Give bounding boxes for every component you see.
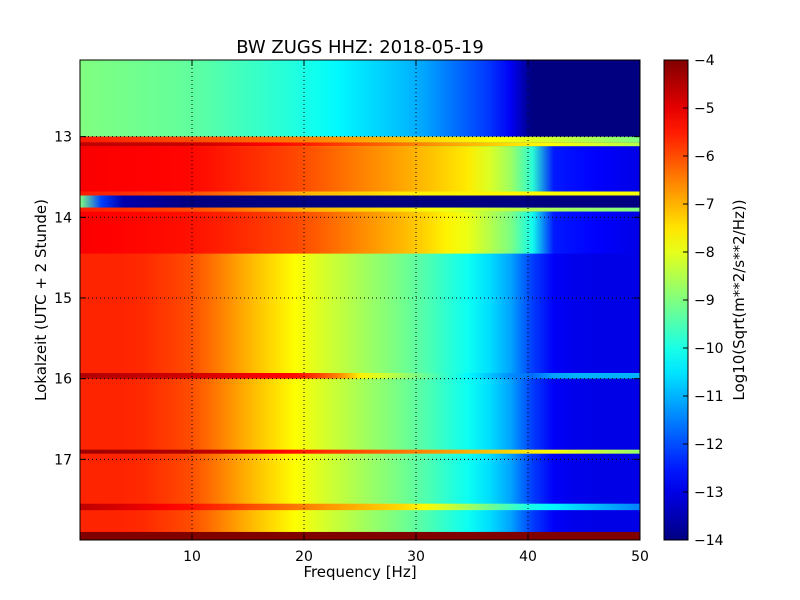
colorbar-tick-label: −7	[694, 197, 715, 213]
y-tick-label: 16	[54, 372, 72, 388]
x-tick-label: 40	[519, 549, 537, 565]
heatmap-band	[80, 503, 640, 511]
y-tick-label: 14	[54, 210, 72, 226]
x-axis-label: Frequency [Hz]	[303, 563, 416, 581]
heatmap-band	[80, 449, 640, 454]
colorbar-label: Log10(Sqrt(m**2/s**2/Hz))	[730, 199, 748, 400]
y-axis-label: Lokalzeit (UTC + 2 Stunde)	[32, 199, 50, 401]
heatmap-band	[80, 207, 640, 212]
colorbar-tick-label: −8	[694, 245, 715, 261]
colorbar-tick-label: −13	[694, 485, 724, 501]
y-tick-label: 17	[54, 452, 72, 468]
colorbar: −4 −5 −6 −7 −8 −9 −10 −11 −12 −13 −14	[663, 53, 724, 549]
heatmap-band	[80, 191, 640, 196]
y-tick-label: 13	[54, 130, 72, 146]
colorbar-tick-label: −12	[694, 437, 724, 453]
colorbar-tick-label: −9	[694, 293, 715, 309]
colorbar-tick-label: −6	[694, 149, 715, 165]
heatmap-band	[80, 373, 640, 379]
x-tick-label: 50	[631, 549, 649, 565]
heatmap-band	[80, 211, 640, 254]
heatmap-band	[80, 195, 640, 208]
x-tick-label: 20	[295, 549, 313, 565]
colorbar-tick-label: −14	[694, 533, 724, 549]
heatmap-band	[80, 531, 640, 540]
heatmap-band	[80, 142, 640, 147]
colorbar-tick-label: −5	[694, 101, 715, 117]
x-tick-label: 30	[407, 549, 425, 565]
chart-title: BW ZUGS HHZ: 2018-05-19	[236, 37, 484, 58]
spectrogram-heatmap	[80, 60, 640, 540]
heatmap-band	[80, 136, 640, 143]
x-axis-ticks: 10 20 30 40 50	[183, 60, 649, 565]
heatmap-band	[80, 60, 640, 137]
x-tick-label: 10	[183, 549, 201, 565]
colorbar-tick-label: −4	[694, 53, 715, 69]
y-tick-label: 15	[54, 291, 72, 307]
colorbar-tick-label: −11	[694, 389, 724, 405]
heatmap-band	[80, 146, 640, 192]
plot-frame	[79, 59, 641, 541]
colorbar-tick-label: −10	[694, 341, 724, 357]
plot-gridlines	[80, 60, 640, 540]
y-axis-ticks: 13 14 15 16 17	[54, 130, 640, 468]
